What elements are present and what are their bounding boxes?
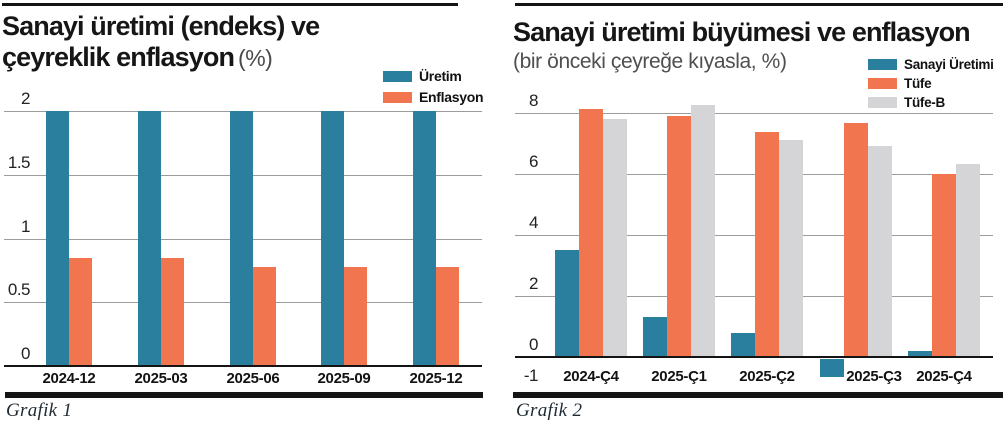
bar-t-fe-2025-2 xyxy=(755,132,779,357)
chart1-title-line2: çeyreklik enflasyon xyxy=(2,42,235,72)
bar-enflasyon-2025-06 xyxy=(253,267,276,366)
x-tick-label-2025-1: 2025-Ç1 xyxy=(651,368,707,385)
y-tick-label-2: 2 xyxy=(529,274,538,293)
bar-retim-2025-09 xyxy=(321,111,344,366)
bar-t-fe-2025-4 xyxy=(932,174,956,357)
gridline-4 xyxy=(515,235,993,236)
x-axis-line xyxy=(4,365,482,367)
chart2-title: Sanayi üretimi büyümesi ve enflasyon xyxy=(513,17,971,47)
gridline-2 xyxy=(515,296,993,297)
y-tick-label--1: -1 xyxy=(523,366,539,385)
bar-retim-2025-03 xyxy=(138,111,161,366)
x-tick-label-2024-4: 2024-Ç4 xyxy=(563,368,619,385)
bar-sanayi-retimi-2025-4 xyxy=(908,351,932,357)
bar-enflasyon-2025-12 xyxy=(436,267,459,366)
chart2-plot-area: 8 6 4 2 0 -1 2024-Ç4 2025-Ç1 2025-Ç2 2025-Ç3 2025-… xyxy=(513,0,1003,430)
gridline-8 xyxy=(515,113,993,114)
chart1-plot-area: 2 1.5 1 0.5 0 2024-12 2025-03 2025-06 2025-09 202… xyxy=(0,0,483,430)
bar-t-fe-b-2025-2 xyxy=(779,140,803,357)
chart1-title-line1: Sanayi üretimi (endeks) ve xyxy=(2,11,320,41)
x-tick-label-2025-3: 2025-Ç3 xyxy=(846,368,902,385)
y-tick-label-4: 4 xyxy=(529,213,538,232)
x-tick-label-2025-03: 2025-03 xyxy=(134,370,188,387)
y-tick-label-8: 8 xyxy=(529,91,538,110)
uretim-swatch xyxy=(383,70,412,82)
y-tick-label-1: 1 xyxy=(21,217,30,236)
x-tick-label-2024-12: 2024-12 xyxy=(42,370,96,387)
y-tick-label-2: 2 xyxy=(21,89,30,108)
bar-t-fe-b-2024-4 xyxy=(603,119,627,357)
tufe-b-legend-label: Tüfe-B xyxy=(904,95,945,110)
top-rule-left xyxy=(2,3,458,6)
bottom-rule-right xyxy=(513,392,1003,398)
bar-t-fe-b-2025-1 xyxy=(691,105,715,357)
tufe-swatch xyxy=(868,78,897,89)
legend-item-tufe-b: Tüfe-B xyxy=(868,95,994,110)
y-tick-label-0.5: 0.5 xyxy=(7,280,31,299)
x-tick-label-2025-06: 2025-06 xyxy=(226,370,280,387)
chart2-caption: Grafik 2 xyxy=(516,400,583,421)
bar-enflasyon-2025-09 xyxy=(344,267,367,366)
tufe-b-swatch xyxy=(868,97,897,108)
y-tick-label-6: 6 xyxy=(529,152,538,171)
sanayi-uretimi-legend-label: Sanayi Üretimi xyxy=(904,57,994,72)
bar-enflasyon-2024-12 xyxy=(69,258,92,366)
bar-t-fe-b-2025-3 xyxy=(868,146,892,357)
chart1-title: Sanayi üretimi (endeks) ve çeyreklik enfl… xyxy=(2,11,320,74)
x-tick-label-2025-4: 2025-Ç4 xyxy=(916,368,972,385)
bar-sanayi-retimi-2025-3 xyxy=(820,359,844,377)
sanayi-uretimi-swatch xyxy=(868,59,897,70)
chart1-legend: Üretim Enflasyon xyxy=(383,68,484,110)
legend-item-enflasyon: Enflasyon xyxy=(383,89,484,105)
enflasyon-swatch xyxy=(383,91,412,103)
x-tick-label-2025-12: 2025-12 xyxy=(409,370,463,387)
x-tick-label-2025-09: 2025-09 xyxy=(317,370,371,387)
chart1-title-unit: (%) xyxy=(238,45,273,71)
uretim-legend-label: Üretim xyxy=(419,68,462,84)
enflasyon-legend-label: Enflasyon xyxy=(419,89,484,105)
y-tick-label-1.5: 1.5 xyxy=(7,153,31,172)
legend-item-sanayi-uretimi: Sanayi Üretimi xyxy=(868,57,994,72)
bar-retim-2025-12 xyxy=(413,111,436,366)
bar-t-fe-b-2025-4 xyxy=(956,164,980,357)
bar-t-fe-2025-1 xyxy=(667,116,691,357)
chart-panel-1: Sanayi üretimi (endeks) ve çeyreklik enfl… xyxy=(0,0,484,430)
y-tick-label-0: 0 xyxy=(21,344,30,363)
tufe-legend-label: Tüfe xyxy=(904,76,932,91)
bar-enflasyon-2025-03 xyxy=(161,258,184,366)
legend-item-tufe: Tüfe xyxy=(868,76,994,91)
bottom-rule-left xyxy=(5,392,483,398)
chart-panel-2: Sanayi üretimi büyümesi ve enflasyon (bi… xyxy=(513,0,1003,430)
bar-retim-2025-06 xyxy=(230,111,253,366)
bar-t-fe-2024-4 xyxy=(579,109,603,357)
top-rule-right xyxy=(515,3,1003,6)
y-tick-label-0: 0 xyxy=(529,335,538,354)
bar-sanayi-retimi-2025-1 xyxy=(643,317,667,357)
chart1-caption: Grafik 1 xyxy=(6,400,73,421)
x-axis-line xyxy=(515,356,993,358)
chart2-legend: Sanayi Üretimi Tüfe Tüfe-B xyxy=(868,57,994,114)
bar-sanayi-retimi-2025-2 xyxy=(731,333,755,357)
bar-retim-2024-12 xyxy=(46,111,69,366)
legend-item-uretim: Üretim xyxy=(383,68,483,84)
bar-t-fe-2025-3 xyxy=(844,123,868,357)
gridline-6 xyxy=(515,174,993,175)
bar-sanayi-retimi-2024-4 xyxy=(555,250,579,357)
x-tick-label-2025-2: 2025-Ç2 xyxy=(739,368,795,385)
chart2-subtitle: (bir önceki çeyreğe kıyasla, %) xyxy=(513,50,787,73)
